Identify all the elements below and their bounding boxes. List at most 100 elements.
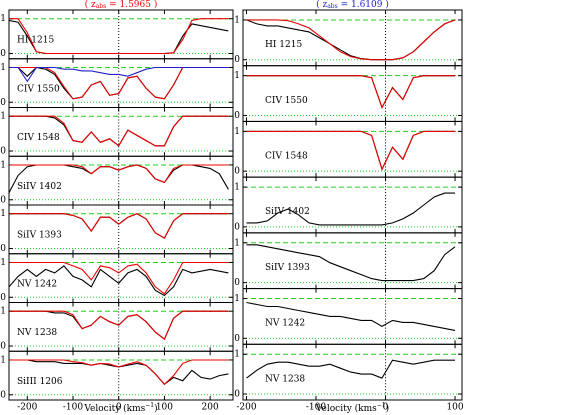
- spectrum-curve: [9, 261, 229, 295]
- panel-label: SiIV 1402: [17, 182, 62, 192]
- y-tick-label: 0: [234, 111, 240, 121]
- x-tick-label: 100: [156, 403, 173, 413]
- title-sub: abs: [96, 3, 107, 10]
- spectrum-curve: [9, 310, 229, 340]
- x-tick-label: 0: [116, 403, 122, 413]
- panel-label: SiIII 1206: [17, 377, 63, 387]
- y-tick-label: 0: [0, 342, 6, 352]
- x-tick-label: 100: [446, 403, 463, 413]
- y-tick-label: 0: [0, 98, 6, 108]
- panel-label: CIV 1548: [17, 133, 60, 143]
- y-tick-label: 0: [234, 222, 240, 232]
- panel-label: HI 1215: [265, 40, 302, 50]
- column-title: ( zabs = 1.5965 ): [85, 0, 158, 10]
- title-rest: = 1.5965 ): [106, 0, 157, 10]
- y-tick-label: 1: [234, 127, 240, 137]
- spectrum-curve: [8, 265, 229, 297]
- y-tick-label: 0: [0, 49, 6, 59]
- panel-frame: [8, 350, 234, 401]
- y-tick-label: 1: [0, 14, 6, 24]
- panel-label: CIV 1550: [265, 96, 308, 106]
- xlabel-rest: ): [386, 403, 390, 414]
- panel-label: CIV 1548: [265, 151, 308, 161]
- y-tick-label: 0: [0, 390, 6, 400]
- x-tick-label: -100: [306, 403, 326, 413]
- xlabel-rest: ): [154, 403, 158, 414]
- panel-label: SiIV 1393: [17, 231, 62, 241]
- spectrum-curve: [246, 301, 456, 331]
- y-tick-label: 0: [0, 147, 6, 157]
- panel-frame: [242, 65, 463, 122]
- panel-frame: [8, 155, 234, 206]
- spectrum-curve: [246, 75, 455, 109]
- y-tick-label: 1: [0, 160, 6, 170]
- y-tick-label: 1: [234, 238, 240, 248]
- x-tick-label: 0: [383, 403, 389, 413]
- x-tick-label: -200: [236, 403, 256, 413]
- spectrum-curve: [9, 164, 229, 184]
- panel-label: HI 1215: [17, 36, 54, 46]
- panel-frame: [8, 302, 234, 352]
- xlabel-text: Velocity (kms: [83, 403, 145, 414]
- xlabel-sup: −1: [145, 402, 154, 409]
- panel-label: NV 1238: [265, 374, 305, 384]
- panel-label: NV 1238: [17, 328, 57, 338]
- title-sub: abs: [327, 3, 338, 10]
- spectrum-curve: [9, 18, 229, 55]
- panel-label: NV 1242: [17, 279, 57, 289]
- panel-label: SiIV 1393: [265, 263, 310, 273]
- y-tick-label: 0: [0, 293, 6, 303]
- y-tick-label: 0: [0, 244, 6, 254]
- panel-frame: [8, 107, 234, 157]
- y-tick-label: 1: [0, 112, 6, 122]
- spectrum-curve: [246, 244, 456, 282]
- x-axis-label: Velocity (kms−1): [315, 402, 389, 414]
- xlabel-text: Velocity (kms: [315, 403, 377, 414]
- panel-frame: [8, 9, 234, 60]
- panel-label: NV 1242: [265, 319, 305, 329]
- title-text: ( z: [85, 0, 96, 10]
- spectrum-curve: [9, 359, 229, 386]
- y-tick-label: 1: [0, 209, 6, 219]
- spectrum-curve: [246, 130, 455, 171]
- panel-frame: [8, 253, 234, 303]
- panel-frame: [242, 288, 463, 345]
- x-tick-label: -100: [63, 403, 83, 413]
- y-tick-label: 1: [0, 258, 6, 268]
- panel-frame: [242, 120, 463, 178]
- y-tick-label: 0: [234, 390, 240, 400]
- panel-frame: [242, 343, 463, 401]
- y-tick-label: 1: [234, 71, 240, 81]
- x-axis-label: Velocity (kms−1): [83, 402, 157, 414]
- x-tick-label: 200: [202, 403, 219, 413]
- spectrum-curve: [9, 66, 229, 83]
- spectrum-curve: [246, 130, 455, 171]
- y-tick-label: 1: [234, 294, 240, 304]
- y-tick-label: 1: [0, 355, 6, 365]
- spectrum-curve: [246, 192, 455, 226]
- spectrum-curve: [9, 115, 229, 147]
- y-tick-label: 0: [0, 195, 6, 205]
- y-tick-label: 1: [234, 15, 240, 25]
- y-tick-label: 0: [234, 167, 240, 177]
- y-tick-label: 1: [234, 350, 240, 360]
- column-title: ( zabs = 1.6109 ): [316, 0, 389, 10]
- spectrum-curve: [246, 359, 455, 379]
- x-tick-label: -200: [17, 403, 37, 413]
- spectrum-curve: [9, 213, 229, 239]
- y-tick-label: 0: [234, 334, 240, 344]
- y-tick-label: 1: [0, 307, 6, 317]
- title-rest: = 1.6109 ): [338, 0, 389, 10]
- y-tick-label: 0: [234, 278, 240, 288]
- panel-label: SiIV 1402: [265, 207, 310, 217]
- panel-label: CIV 1550: [17, 84, 60, 94]
- y-tick-label: 1: [234, 183, 240, 193]
- title-text: ( z: [316, 0, 327, 10]
- y-tick-label: 0: [234, 55, 240, 65]
- spectrum-curve: [246, 19, 456, 61]
- y-tick-label: 1: [0, 63, 6, 73]
- panel-frame: [8, 204, 234, 255]
- xlabel-sup: −1: [377, 402, 386, 409]
- panel-frame: [8, 58, 234, 108]
